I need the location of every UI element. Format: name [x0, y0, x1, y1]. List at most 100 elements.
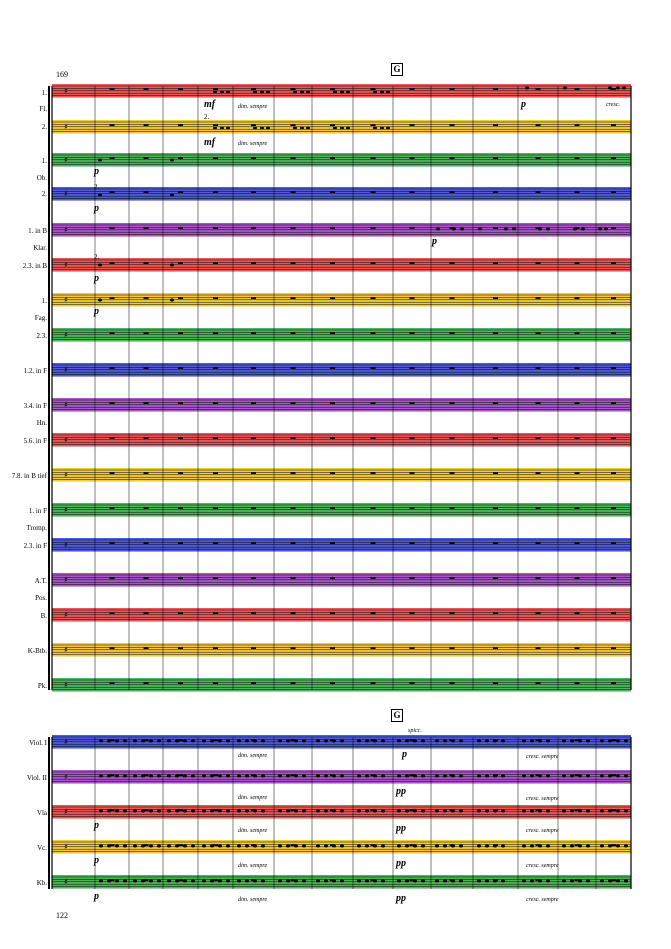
note-vl1 [175, 739, 179, 743]
measure-rest-ob1 [493, 157, 498, 159]
clef-hn34: ♯ [64, 401, 68, 410]
note-kl1 [436, 227, 440, 231]
note-kb [365, 879, 369, 883]
note-kb [340, 879, 344, 883]
note-kl1 [512, 227, 516, 231]
note-vl1 [493, 739, 497, 743]
measure-rest-hn34 [213, 402, 218, 404]
note-vc [365, 844, 369, 848]
label-hn: Hn. [36, 419, 47, 427]
note-vl2 [245, 774, 249, 778]
note-vl2 [253, 774, 257, 778]
expr-dim-vl1: dim. sempre [238, 753, 268, 759]
measure-rest-kbtb [370, 647, 376, 649]
measure-rest-hn56 [143, 437, 149, 439]
measure-rest-vl1 [213, 739, 218, 741]
measure-rest-vl2 [213, 774, 218, 776]
note-fl2 [226, 126, 230, 130]
note-kb [278, 879, 282, 883]
measure-rest-fl1 [290, 88, 296, 90]
dyn-p-fl1: p [521, 99, 526, 110]
measure-rest-ob1 [370, 157, 376, 159]
dyn-mf-fl1: mf [204, 99, 216, 110]
measure-rest-vl1 [611, 739, 616, 741]
note-kl1 [546, 227, 550, 231]
note-vl2 [381, 774, 385, 778]
expr-dim-fl1: dim. sempre [238, 104, 268, 110]
note-ob1 [98, 158, 102, 162]
measure-rest-vc [370, 844, 376, 846]
note-vl2 [237, 774, 241, 778]
note-vl1 [218, 739, 222, 743]
note-kb [107, 879, 111, 883]
note-kl1 [478, 227, 482, 231]
note-vla [115, 809, 119, 813]
dyn-p-kl23: p [94, 273, 99, 284]
measure-rest-posb [109, 612, 115, 614]
measure-rest-hn12 [574, 367, 580, 369]
measure-rest-kbtb [409, 647, 415, 649]
label-vc: Vc. [37, 844, 47, 852]
measure-rest-hn78 [535, 472, 541, 474]
note-kb [183, 879, 187, 883]
measure-rest-ob2 [574, 191, 580, 193]
note-vc [435, 844, 439, 848]
note-vl1 [600, 739, 604, 743]
note-vla [107, 809, 111, 813]
expr-cresc-fl1: cresc. [606, 102, 620, 108]
note-fl1 [220, 90, 224, 94]
measure-rest-pk [178, 682, 183, 684]
note-vl1 [405, 739, 409, 743]
note-vla [562, 809, 566, 813]
measure-rest-fag23 [109, 332, 115, 334]
note-vl2 [261, 774, 265, 778]
note-vla [373, 809, 377, 813]
label-vla: Vla [36, 809, 47, 817]
note-vc [302, 844, 306, 848]
note-fl1 [260, 90, 264, 94]
measure-rest-tr23 [251, 542, 256, 544]
measure-rest-hn12 [449, 367, 455, 369]
note-vl2 [373, 774, 377, 778]
note-vl2 [485, 774, 489, 778]
note-vl2 [294, 774, 298, 778]
note-vc [381, 844, 385, 848]
note-vl2 [210, 774, 214, 778]
note-kb [624, 879, 628, 883]
measure-rest-vc [109, 844, 115, 846]
measure-rest-hn12 [213, 367, 218, 369]
note-vc [286, 844, 290, 848]
note-kb [421, 879, 425, 883]
note-kb [435, 879, 439, 883]
note-fl1 [253, 90, 257, 94]
measure-rest-kb [109, 879, 115, 881]
measure-rest-hn56 [290, 437, 296, 439]
measure-rest-tr1 [178, 507, 183, 509]
note-vla [600, 809, 604, 813]
measure-rest-hn34 [109, 402, 115, 404]
note-vc [600, 844, 604, 848]
measure-rest-vl2 [290, 774, 296, 776]
measure-rest-hn78 [493, 472, 498, 474]
measure-rest-kl1 [409, 227, 415, 229]
note-kb [294, 879, 298, 883]
note-vc [530, 844, 534, 848]
clef-fl1: ♯ [64, 87, 68, 96]
note-kl23 [98, 263, 102, 267]
measure-rest-kl23 [574, 262, 580, 264]
note-vl1 [459, 739, 463, 743]
measure-rest-hn78 [449, 472, 455, 474]
measure-rest-fl2 [109, 124, 115, 126]
measure-rest-kl23 [449, 262, 455, 264]
measure-rest-hn34 [143, 402, 149, 404]
measure-rest-hn78 [370, 472, 376, 474]
measure-rest-fl2 [574, 124, 580, 126]
note-kb [149, 879, 153, 883]
label-hn-34: 3.4. in F [23, 402, 47, 410]
note-vla [286, 809, 290, 813]
note-kb [485, 879, 489, 883]
clef-tr23: ♯ [64, 541, 68, 550]
note-vl1 [397, 739, 401, 743]
note-kl1 [538, 227, 542, 231]
measure-rest-ob1 [178, 157, 183, 159]
